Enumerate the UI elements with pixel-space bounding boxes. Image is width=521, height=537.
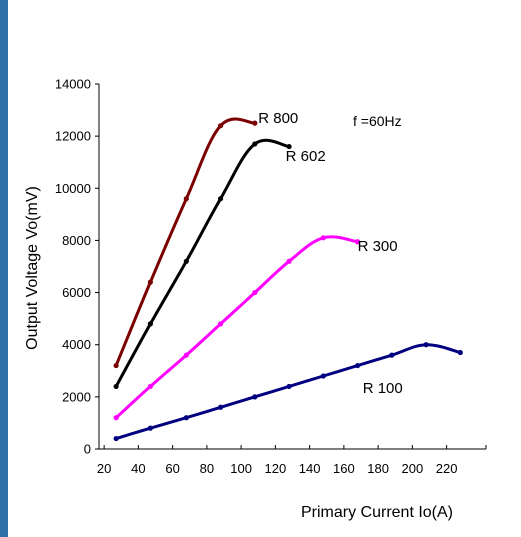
- data-point: [147, 425, 153, 431]
- y-tick-label: 0: [84, 442, 91, 457]
- data-point: [183, 415, 189, 421]
- frequency-annotation: f =60Hz: [353, 113, 402, 129]
- data-point: [389, 352, 395, 358]
- data-point: [217, 196, 224, 202]
- data-point: [183, 352, 189, 358]
- data-point: [320, 235, 326, 241]
- data-point: [113, 435, 119, 442]
- data-point: [252, 394, 258, 400]
- data-point: [147, 279, 153, 285]
- y-tick-label: 10000: [55, 181, 91, 196]
- data-point: [147, 383, 153, 390]
- y-tick-label: 14000: [55, 77, 91, 92]
- data-point: [183, 196, 189, 202]
- data-point: [286, 258, 292, 264]
- y-tick-label: 12000: [55, 129, 91, 144]
- x-tick-label: 220: [436, 461, 458, 476]
- series-r-300: [113, 235, 361, 421]
- series-line: [114, 117, 257, 368]
- x-tick-label: 120: [265, 461, 287, 476]
- y-tick-label: 4000: [62, 337, 91, 352]
- data-point: [113, 415, 119, 421]
- series-label: R 300: [358, 238, 398, 255]
- data-point: [286, 383, 292, 390]
- data-point: [113, 362, 119, 369]
- y-tick-label: 8000: [62, 233, 91, 248]
- data-point: [286, 143, 292, 150]
- y-tick-label: 6000: [62, 285, 91, 300]
- data-point: [252, 120, 258, 126]
- x-ticks: 20 40 60 80 100 120 140 160 180 200 220: [97, 445, 458, 476]
- x-tick-label: 40: [131, 461, 145, 476]
- data-point: [354, 239, 361, 245]
- data-point: [147, 321, 153, 327]
- data-point: [423, 342, 429, 348]
- x-axis-title: Primary Current Io(A): [301, 504, 453, 521]
- series-label: R 602: [286, 148, 326, 165]
- data-point: [183, 258, 189, 264]
- series-line: [114, 138, 291, 388]
- data-point: [354, 362, 361, 369]
- data-point: [113, 383, 119, 390]
- data-point: [252, 141, 258, 147]
- data-point: [457, 349, 463, 356]
- data-point: [217, 123, 224, 129]
- x-tick-label: 160: [333, 461, 355, 476]
- x-tick-label: 200: [402, 461, 424, 476]
- series-r-100: [113, 342, 463, 442]
- series-line: [114, 235, 360, 420]
- data-point: [217, 404, 224, 410]
- data-point: [320, 373, 326, 379]
- series-label: R 100: [363, 380, 403, 397]
- y-axis-title: Output Voltage Vo(mV): [24, 186, 41, 350]
- data-point: [217, 321, 224, 327]
- series-r-800: [113, 117, 258, 369]
- data-point: [252, 289, 258, 296]
- series-layer: [113, 117, 463, 442]
- y-tick-label: 2000: [62, 389, 91, 404]
- x-tick-label: 180: [367, 461, 389, 476]
- y-ticks: 0 2000 4000 6000 8000 10000 12000 14000: [55, 77, 99, 457]
- x-tick-label: 20: [97, 461, 111, 476]
- left-accent-bar: [0, 0, 8, 537]
- series-label: R 800: [258, 110, 298, 127]
- x-tick-label: 100: [230, 461, 252, 476]
- axes: [98, 84, 487, 450]
- x-tick-label: 140: [299, 461, 321, 476]
- series-labels: R 800 R 602 R 300 R 100: [258, 110, 402, 397]
- x-tick-label: 60: [165, 461, 179, 476]
- series-r-602: [113, 138, 292, 390]
- x-tick-label: 80: [200, 461, 214, 476]
- series-line: [114, 343, 462, 441]
